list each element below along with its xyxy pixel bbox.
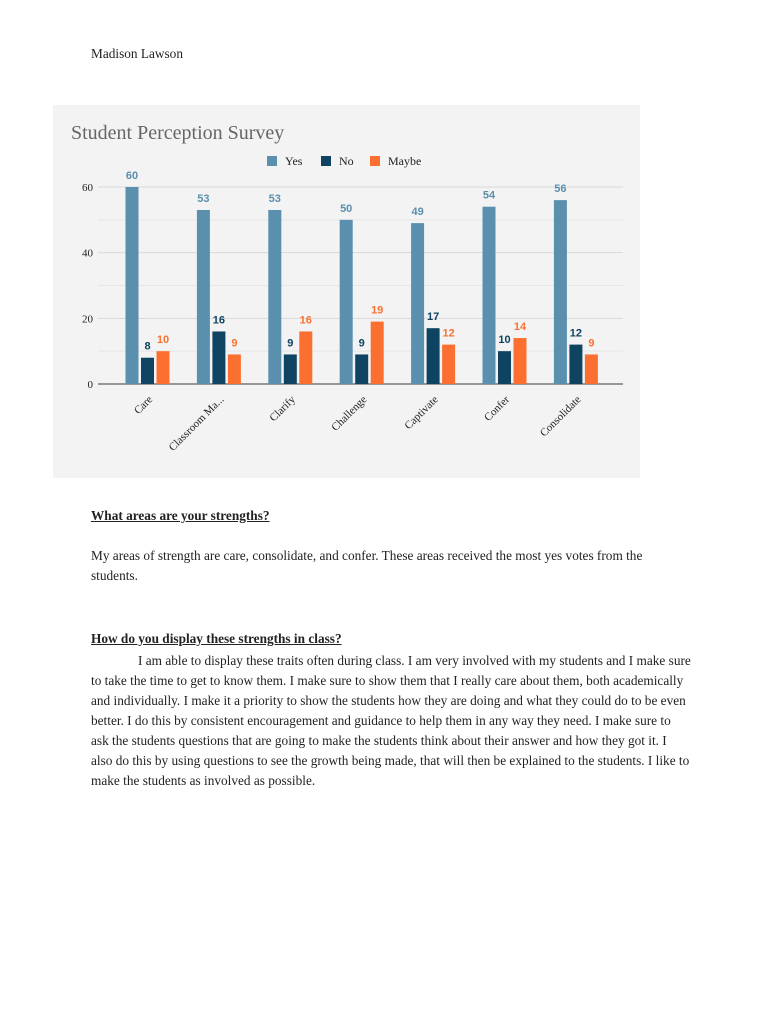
data-label-no: 12 — [570, 328, 582, 340]
data-label-yes: 60 — [126, 170, 138, 182]
y-tick-label: 0 — [88, 379, 94, 391]
bar-no — [212, 331, 226, 384]
legend-swatch-no — [321, 156, 331, 166]
bar-yes — [125, 187, 139, 384]
data-label-maybe: 9 — [231, 337, 237, 349]
question-strengths: What areas are your strengths? — [91, 508, 270, 523]
bar-chart: Student Perception Survey 0 20 40 60 Yes No May… — [53, 105, 640, 478]
bar-maybe — [156, 351, 170, 384]
data-label-no: 9 — [287, 337, 293, 349]
bar-yes — [339, 219, 353, 384]
legend-swatch-maybe — [370, 156, 380, 166]
data-label-no: 17 — [427, 311, 439, 323]
answer-strengths: My areas of strength are care, consolida… — [91, 548, 643, 583]
data-label-yes: 53 — [269, 193, 281, 205]
bar-maybe — [513, 338, 527, 384]
bar-maybe — [299, 331, 313, 384]
x-tick-label: Clarify — [267, 393, 298, 424]
data-label-maybe: 12 — [442, 328, 454, 340]
bar-maybe — [584, 354, 598, 384]
bar-yes — [196, 209, 210, 384]
question-display: How do you display these strengths in cl… — [91, 631, 342, 646]
data-label-maybe: 16 — [300, 314, 312, 326]
x-tick-label: Confer — [482, 393, 512, 423]
bar-no — [426, 328, 440, 384]
y-tick-label: 60 — [82, 182, 94, 194]
data-label-no: 8 — [144, 341, 150, 353]
y-tick-label: 20 — [82, 313, 94, 325]
data-label-no: 16 — [213, 314, 225, 326]
data-label-yes: 49 — [411, 206, 423, 218]
data-label-no: 9 — [359, 337, 365, 349]
legend-label-maybe: Maybe — [388, 154, 421, 168]
x-tick-label: Classroom Ma... — [167, 393, 227, 453]
bar-no — [569, 344, 583, 384]
x-tick-label: Challenge — [329, 394, 369, 434]
data-label-maybe: 14 — [514, 321, 527, 333]
x-tick-label: Care — [132, 394, 155, 417]
legend-label-yes: Yes — [285, 154, 303, 168]
answer-display: I am able to display these traits often … — [91, 653, 691, 788]
bar-maybe — [442, 344, 456, 384]
y-tick-label: 40 — [82, 248, 94, 260]
author-name: Madison Lawson — [91, 46, 183, 61]
chart-title: Student Perception Survey — [71, 122, 284, 144]
data-label-no: 10 — [498, 334, 510, 346]
bar-no — [355, 354, 369, 384]
bar-no — [498, 351, 511, 384]
data-label-yes: 50 — [340, 203, 352, 215]
bar-yes — [411, 223, 425, 384]
bar-no — [283, 354, 297, 384]
data-label-maybe: 19 — [371, 305, 383, 317]
bar-yes — [553, 200, 567, 384]
bar-maybe — [227, 354, 241, 384]
chart-svg: Student Perception Survey 0 20 40 60 Yes No May… — [71, 122, 623, 454]
legend-label-no: No — [339, 154, 354, 168]
bar-yes — [268, 209, 282, 384]
x-tick-label: Consolidate — [538, 394, 584, 440]
bar-yes — [482, 206, 496, 384]
legend-swatch-yes — [267, 156, 277, 166]
data-label-yes: 53 — [197, 193, 209, 205]
bar-maybe — [370, 321, 384, 384]
bar-no — [141, 357, 154, 384]
data-label-maybe: 10 — [157, 334, 169, 346]
data-label-yes: 56 — [554, 183, 566, 195]
x-tick-label: Captivate — [402, 394, 440, 432]
data-label-maybe: 9 — [588, 337, 594, 349]
data-label-yes: 54 — [483, 190, 496, 202]
